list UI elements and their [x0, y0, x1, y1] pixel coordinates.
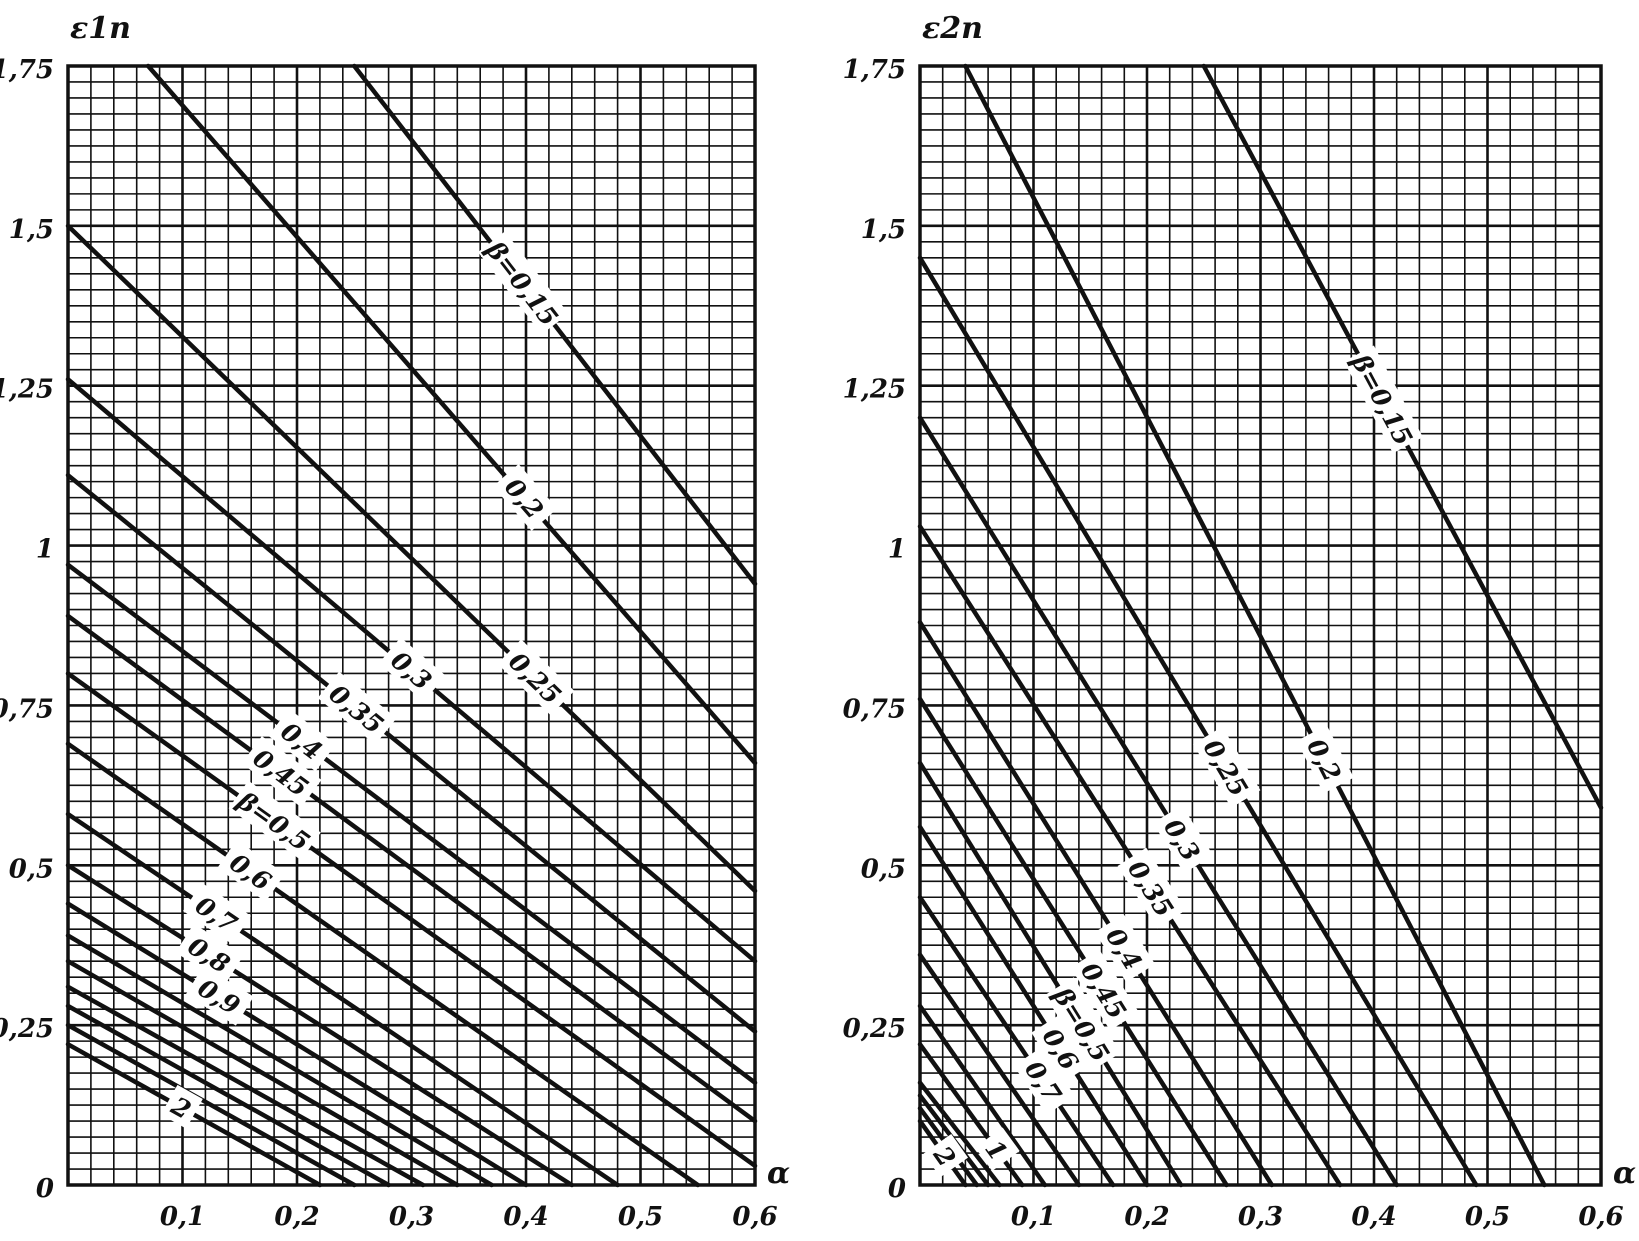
y-tick-label: 1,25: [0, 375, 54, 405]
x-tick-label: 0,2: [1124, 1202, 1169, 1232]
series-label-backdrop: [185, 965, 254, 1026]
series-label-backdrop: [1343, 345, 1423, 454]
series-line: [65, 901, 529, 1188]
series-line: [917, 952, 1082, 1188]
series-line: [65, 1022, 357, 1188]
series-line: [917, 696, 1229, 1188]
series-label-backdrop: [1153, 805, 1214, 874]
y-tick-label: 0,75: [843, 694, 906, 724]
series-line: [65, 472, 758, 1034]
y-tick-label: 0: [888, 1174, 906, 1204]
series-line: [65, 671, 758, 1169]
series-label-backdrop: [1031, 1014, 1092, 1083]
series-line: [65, 613, 758, 1124]
series-label-backdrop: [217, 840, 286, 902]
series-label-backdrop: [492, 464, 558, 531]
series-label-backdrop: [497, 639, 575, 716]
series-line: [65, 562, 758, 1085]
series-line: [963, 63, 1547, 1188]
y-axis-label: ε1п: [70, 11, 131, 46]
x-tick-label: 0,5: [1465, 1202, 1510, 1232]
y-tick-label: 1: [36, 535, 54, 565]
x-tick-label: 0,3: [1238, 1202, 1283, 1232]
series-label-backdrop: [228, 780, 321, 861]
series-line: [352, 63, 758, 587]
series-line: [917, 1003, 1048, 1188]
series-label-backdrop: [317, 671, 397, 745]
x-tick-label: 0,6: [1578, 1202, 1623, 1232]
x-tick-label: 0,3: [389, 1202, 434, 1232]
grid: [66, 64, 757, 1187]
series-line: [65, 933, 494, 1188]
series-label-backdrop: [1070, 949, 1139, 1031]
series-line: [917, 415, 1399, 1188]
y-tick-label: 1,75: [843, 55, 906, 85]
series-line: [65, 958, 460, 1188]
x-tick-label: 0,4: [503, 1202, 548, 1232]
x-tick-label: 0,4: [1351, 1202, 1396, 1232]
series-label-backdrop: [268, 708, 337, 772]
series-label-backdrop: [975, 1127, 1020, 1171]
series-label-backdrop: [478, 231, 569, 335]
y-tick-label: 0: [36, 1174, 54, 1204]
series-label-backdrop: [175, 923, 244, 985]
series-line: [65, 811, 620, 1188]
y-tick-label: 1: [888, 535, 906, 565]
series-line: [917, 524, 1343, 1188]
series-line: [65, 984, 426, 1188]
series-label-backdrop: [1117, 847, 1187, 929]
series-line: [917, 1080, 1002, 1188]
series-line: [65, 223, 758, 894]
series-label-backdrop: [378, 637, 446, 702]
y-tick-label: 0,5: [9, 854, 54, 884]
series-label-backdrop: [1044, 977, 1121, 1071]
chart-panel-2: 0 0,25 0,5 0,75 1 1,25 1,5 1,75 0,1 0,2 0,3 0,4 0,5 0…: [843, 11, 1636, 1232]
series-label-backdrop: [1013, 1046, 1075, 1115]
series-label-backdrop: [241, 736, 322, 808]
series-line: [917, 760, 1184, 1188]
y-tick-label: 1,75: [0, 55, 54, 85]
y-tick-label: 1,25: [843, 375, 906, 405]
series-label-backdrop: [1094, 914, 1156, 983]
x-axis-label: α: [1613, 1156, 1636, 1191]
series-line: [145, 63, 758, 766]
y-tick-label: 0,25: [843, 1014, 906, 1044]
series-label-backdrop: [160, 1084, 203, 1129]
plot-frame: [66, 64, 757, 1187]
series-line: [65, 863, 575, 1188]
y-tick-label: 0,5: [861, 854, 906, 884]
x-tick-label: 0,1: [1011, 1202, 1056, 1232]
series-line: [65, 741, 701, 1188]
series-line: [917, 895, 1116, 1188]
y-tick-label: 1,5: [9, 215, 54, 245]
series-label-backdrop: [923, 1133, 969, 1178]
series-line: [917, 255, 1479, 1188]
x-tick-label: 0,1: [160, 1202, 205, 1232]
y-tick-label: 0,75: [0, 694, 54, 724]
x-tick-label: 0,5: [618, 1202, 663, 1232]
series-label-backdrop: [1193, 726, 1261, 808]
y-tick-label: 0,25: [0, 1014, 54, 1044]
series-line: [65, 1003, 391, 1188]
series-label-backdrop: [183, 882, 251, 945]
x-tick-label: 0,6: [732, 1202, 777, 1232]
x-tick-label: 0,2: [274, 1202, 319, 1232]
x-axis-label: α: [767, 1156, 790, 1191]
y-tick-label: 1,5: [861, 215, 906, 245]
series-line: [917, 620, 1275, 1188]
chart-panel-1: 0 0,25 0,5 0,75 1 1,25 1,5 1,75 0,1 0,2 0,3 0,4 0,5 0…: [0, 11, 790, 1232]
series-label-backdrop: [1296, 725, 1354, 794]
grid: [918, 64, 1603, 1187]
y-axis-label: ε2п: [922, 11, 983, 46]
series-label: β=0,15: [480, 235, 564, 331]
series-line: [917, 824, 1150, 1188]
